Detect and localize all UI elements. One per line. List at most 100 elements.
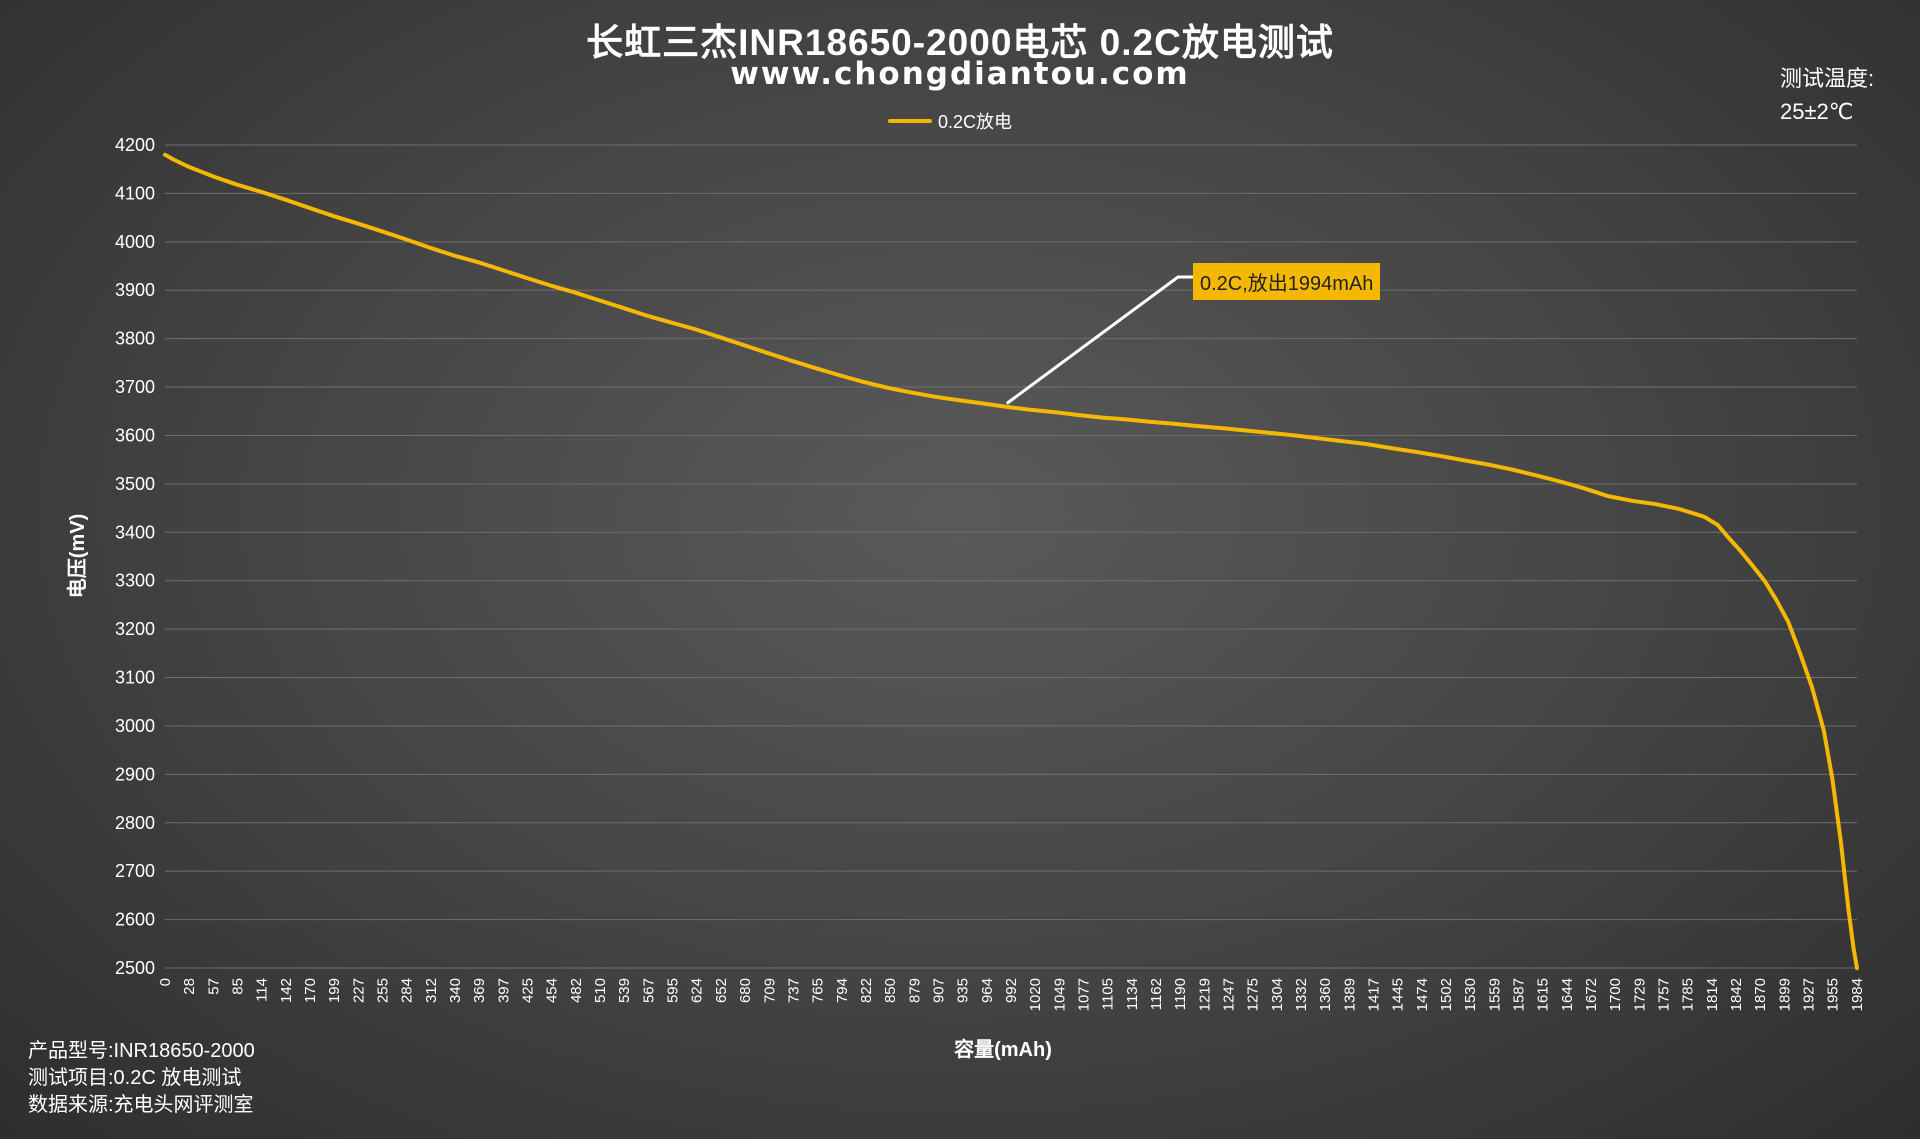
x-tick-label: 1955	[1825, 978, 1842, 1011]
temp-label: 测试温度:	[1780, 66, 1875, 91]
x-tick-label: 624	[689, 978, 706, 1003]
annotation-label: 0.2C,放出1994mAh	[1193, 263, 1381, 300]
x-tick-label: 85	[230, 978, 247, 995]
x-tick-label: 1445	[1390, 978, 1407, 1011]
footer-test-item: 测试项目:0.2C 放电测试	[28, 1067, 242, 1089]
x-tick-label: 652	[713, 978, 730, 1003]
x-tick-label: 1049	[1051, 978, 1068, 1011]
x-tick-label: 1587	[1511, 978, 1528, 1011]
y-tick-label: 2700	[115, 861, 155, 881]
x-tick-label: 567	[640, 978, 657, 1003]
x-tick-label: 284	[399, 978, 416, 1003]
x-tick-label: 454	[544, 978, 561, 1003]
chart-annotation	[1005, 275, 1193, 405]
y-tick-label: 3200	[115, 619, 155, 639]
x-tick-label: 1927	[1801, 978, 1818, 1011]
annotation-leader-line	[1005, 275, 1193, 405]
x-tick-label: 114	[254, 978, 271, 1002]
x-tick-label: 510	[592, 978, 609, 1003]
x-tick-label: 199	[326, 978, 343, 1003]
y-tick-label: 3500	[115, 474, 155, 494]
x-tick-label: 1474	[1414, 978, 1431, 1011]
x-tick-label: 595	[665, 978, 682, 1003]
y-tick-label: 4200	[115, 135, 155, 155]
x-tick-label: 992	[1003, 978, 1020, 1003]
x-tick-label: 425	[520, 978, 537, 1003]
chart-title: 长虹三杰INR18650-2000电芯 0.2C放电测试	[586, 22, 1334, 63]
x-tick-label: 1559	[1486, 978, 1503, 1011]
x-tick-label: 680	[737, 978, 754, 1003]
x-tick-label: 1899	[1776, 978, 1793, 1011]
x-tick-label: 1672	[1583, 978, 1600, 1011]
test-temperature: 测试温度: 25±2℃	[1780, 62, 1900, 128]
y-tick-label: 2900	[115, 764, 155, 784]
x-axis-ticks: 0 28 57 85 114 142 170 199 227 255 284 312 340 369 397…	[157, 978, 1866, 1011]
legend-label: 0.2C放电	[938, 112, 1013, 132]
legend-swatch	[888, 119, 932, 123]
y-tick-label: 2800	[115, 813, 155, 833]
y-tick-label: 3800	[115, 329, 155, 349]
y-tick-label: 2500	[115, 958, 155, 978]
x-tick-label: 1842	[1728, 978, 1745, 1011]
x-tick-label: 312	[423, 978, 440, 1003]
x-tick-label: 28	[181, 978, 198, 995]
y-axis-label: 电压(mV)	[66, 514, 89, 598]
x-tick-label: 1304	[1269, 978, 1286, 1011]
chart-series	[163, 152, 1859, 970]
x-tick-label: 1870	[1752, 978, 1769, 1011]
x-tick-label: 1417	[1366, 978, 1383, 1011]
y-tick-label: 3000	[115, 716, 155, 736]
x-tick-label: 850	[882, 978, 899, 1003]
x-tick-label: 227	[350, 978, 367, 1003]
x-tick-label: 1077	[1075, 978, 1092, 1011]
y-axis-ticks: 4200 4100 4000 3900 3800 3700 3600 3500 3400 3300…	[115, 135, 155, 978]
y-tick-label: 3600	[115, 425, 155, 445]
x-tick-label: 170	[302, 978, 319, 1003]
x-tick-label: 397	[495, 978, 512, 1003]
footer-info: 产品型号:INR18650-2000 测试项目:0.2C 放电测试 数据来源:充…	[28, 1038, 255, 1119]
x-tick-label: 1644	[1559, 978, 1576, 1011]
footer-model: 产品型号:INR18650-2000	[28, 1040, 255, 1062]
x-tick-label: 1785	[1680, 978, 1697, 1011]
y-tick-label: 3300	[115, 571, 155, 591]
x-tick-label: 765	[810, 978, 827, 1003]
footer-data-source: 数据来源:充电头网评测室	[28, 1094, 254, 1116]
x-tick-label: 1360	[1317, 978, 1334, 1011]
x-tick-label: 964	[979, 978, 996, 1003]
x-tick-label: 1190	[1172, 978, 1189, 1010]
x-tick-label: 1757	[1656, 978, 1673, 1011]
x-tick-label: 709	[761, 978, 778, 1003]
x-tick-label: 1530	[1462, 978, 1479, 1011]
y-tick-label: 4000	[115, 232, 155, 252]
x-tick-label: 369	[471, 978, 488, 1003]
x-tick-label: 935	[955, 978, 972, 1003]
y-tick-label: 3400	[115, 522, 155, 542]
x-tick-label: 1247	[1220, 978, 1237, 1011]
y-tick-label: 3900	[115, 280, 155, 300]
x-tick-label: 879	[906, 978, 923, 1003]
chart-legend: 0.2C放电	[888, 108, 1012, 134]
x-tick-label: 1984	[1849, 978, 1866, 1011]
x-tick-label: 255	[375, 978, 392, 1003]
x-tick-label: 1700	[1607, 978, 1624, 1011]
x-tick-label: 1332	[1293, 978, 1310, 1011]
x-tick-label: 1814	[1704, 978, 1721, 1011]
x-tick-label: 142	[278, 978, 295, 1003]
x-tick-label: 1275	[1245, 978, 1262, 1011]
x-tick-label: 57	[205, 978, 222, 995]
x-tick-label: 1729	[1631, 978, 1648, 1011]
y-tick-label: 4100	[115, 183, 155, 203]
chart-subtitle: www.chongdiantou.com	[730, 56, 1190, 92]
x-tick-label: 340	[447, 978, 464, 1003]
x-tick-label: 0	[157, 978, 174, 986]
x-tick-label: 794	[834, 978, 851, 1003]
x-tick-label: 1502	[1438, 978, 1455, 1011]
x-tick-label: 1105	[1100, 978, 1117, 1010]
x-tick-label: 1389	[1341, 978, 1358, 1011]
x-tick-label: 1219	[1196, 978, 1213, 1011]
y-tick-label: 3100	[115, 668, 155, 688]
temp-value: 25±2℃	[1780, 99, 1854, 124]
x-tick-label: 1615	[1535, 978, 1552, 1011]
x-axis-label: 容量(mAh)	[954, 1037, 1052, 1061]
